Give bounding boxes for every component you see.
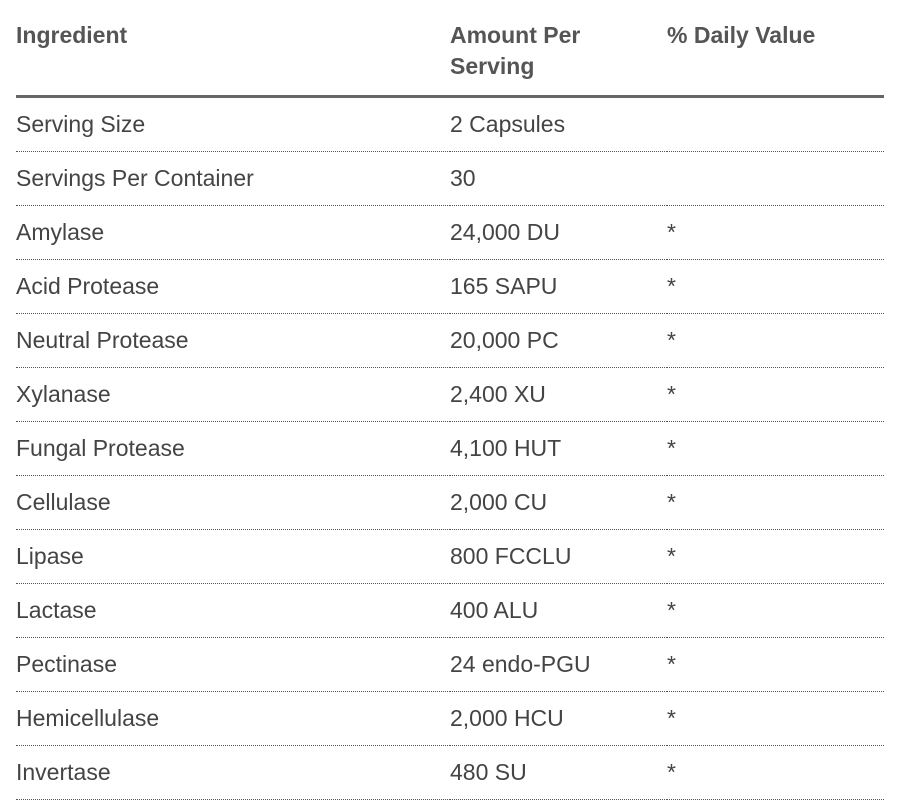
table-row: Neutral Protease 20,000 PC * bbox=[16, 313, 884, 368]
table-cell: Fungal Protease bbox=[16, 421, 450, 476]
table-cell: * bbox=[667, 745, 884, 800]
table-row: Fungal Protease 4,100 HUT * bbox=[16, 421, 884, 476]
table-cell: Lactase bbox=[16, 583, 450, 638]
table-cell: 480 SU bbox=[450, 745, 667, 800]
table-cell: * bbox=[667, 367, 884, 422]
table-cell: * bbox=[667, 421, 884, 476]
table-cell bbox=[667, 151, 884, 206]
header-cell: % Daily Value bbox=[667, 0, 884, 98]
table-body: Serving Size 2 Capsules Servings Per Conta… bbox=[16, 96, 884, 800]
table-cell: Serving Size bbox=[16, 96, 450, 152]
table-cell: Acid Protease bbox=[16, 259, 450, 314]
table-cell: 2,400 XU bbox=[450, 367, 667, 422]
table-cell: * bbox=[667, 691, 884, 746]
supplement-table: Ingredient Amount Per Serving % Daily Va… bbox=[16, 0, 884, 800]
table-cell: * bbox=[667, 583, 884, 638]
table-cell: 400 ALU bbox=[450, 583, 667, 638]
table-cell: Amylase bbox=[16, 205, 450, 260]
table-row: Invertase 480 SU * bbox=[16, 745, 884, 800]
table-cell: 20,000 PC bbox=[450, 313, 667, 368]
table-cell: Neutral Protease bbox=[16, 313, 450, 368]
table-cell: Pectinase bbox=[16, 637, 450, 692]
table-cell: * bbox=[667, 475, 884, 530]
table-cell: Lipase bbox=[16, 529, 450, 584]
table-cell: Xylanase bbox=[16, 367, 450, 422]
table-cell: * bbox=[667, 313, 884, 368]
table-cell: Servings Per Container bbox=[16, 151, 450, 206]
table-head: Ingredient Amount Per Serving % Daily Va… bbox=[16, 0, 884, 98]
table-cell: 2 Capsules bbox=[450, 96, 667, 152]
table-cell: 800 FCCLU bbox=[450, 529, 667, 584]
table-cell: 4,100 HUT bbox=[450, 421, 667, 476]
table-row: Lactase 400 ALU * bbox=[16, 583, 884, 638]
table-row: Lipase 800 FCCLU * bbox=[16, 529, 884, 584]
table-cell: * bbox=[667, 205, 884, 260]
table-cell: Hemicellulase bbox=[16, 691, 450, 746]
table-cell: Invertase bbox=[16, 745, 450, 800]
table-cell: 165 SAPU bbox=[450, 259, 667, 314]
table-cell: * bbox=[667, 259, 884, 314]
table-cell: 2,000 CU bbox=[450, 475, 667, 530]
table-cell: 2,000 HCU bbox=[450, 691, 667, 746]
header-row: Ingredient Amount Per Serving % Daily Va… bbox=[16, 0, 884, 98]
header-cell: Ingredient bbox=[16, 0, 450, 98]
table-row: Hemicellulase 2,000 HCU * bbox=[16, 691, 884, 746]
table-row: Servings Per Container 30 bbox=[16, 151, 884, 206]
table-cell: * bbox=[667, 529, 884, 584]
table-row: Xylanase 2,400 XU * bbox=[16, 367, 884, 422]
table-cell: 24 endo-PGU bbox=[450, 637, 667, 692]
table-cell: 30 bbox=[450, 151, 667, 206]
table-cell: 24,000 DU bbox=[450, 205, 667, 260]
table-cell: Cellulase bbox=[16, 475, 450, 530]
table-cell: * bbox=[667, 637, 884, 692]
table-row: Amylase 24,000 DU * bbox=[16, 205, 884, 260]
header-cell: Amount Per Serving bbox=[450, 0, 667, 98]
table-row: Acid Protease 165 SAPU * bbox=[16, 259, 884, 314]
table-row: Serving Size 2 Capsules bbox=[16, 96, 884, 152]
table-row: Cellulase 2,000 CU * bbox=[16, 475, 884, 530]
table-cell bbox=[667, 96, 884, 152]
table-row: Pectinase 24 endo-PGU * bbox=[16, 637, 884, 692]
